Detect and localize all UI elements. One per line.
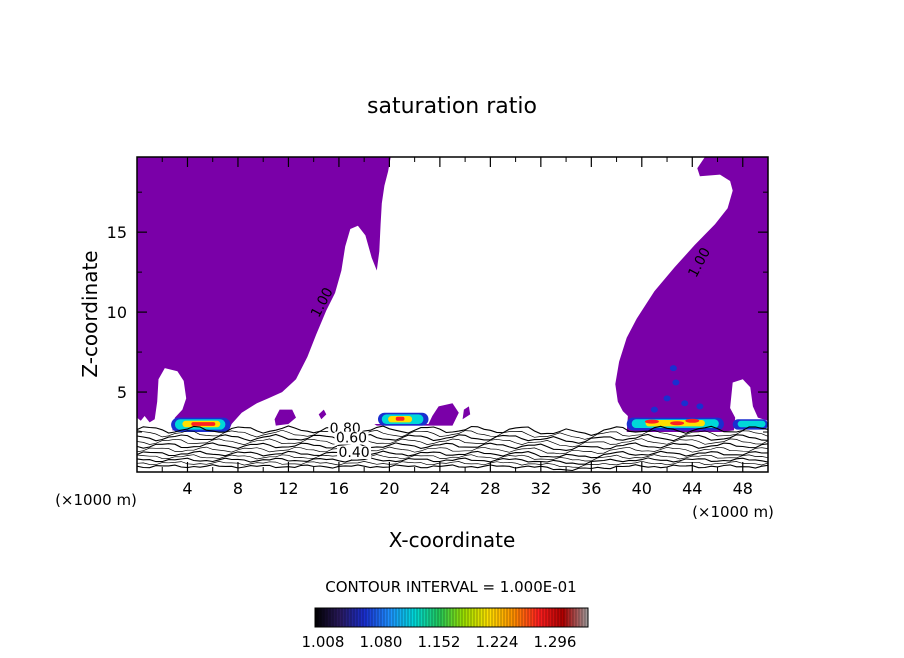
- convective-cell-speck: [672, 379, 680, 386]
- y-tick-label: 15: [107, 223, 127, 242]
- x-axis-label: X-coordinate: [389, 528, 516, 552]
- convective-cell: [191, 422, 216, 426]
- supersaturated-region-left: [137, 157, 391, 431]
- contour-line: [136, 433, 769, 444]
- x-tick-label: 48: [733, 479, 753, 498]
- contour-label: 0.40: [339, 445, 370, 461]
- y-tick-label: 10: [107, 303, 127, 322]
- supersaturated-region-center: [374, 403, 459, 426]
- x-tick-label: 16: [329, 479, 349, 498]
- y-axis-label: Z-coordinate: [78, 250, 102, 377]
- contour-line: [136, 464, 769, 472]
- contour-label-group: 0.60: [334, 431, 369, 447]
- convective-cell-speck: [663, 395, 671, 402]
- x-tick-label: 28: [480, 479, 500, 498]
- contour-line: [136, 429, 769, 440]
- convective-cell-core: [644, 419, 659, 424]
- x-tick-label: 8: [233, 479, 243, 498]
- convective-cell: [737, 420, 766, 428]
- colorbar-tick-label: 1.152: [418, 633, 461, 651]
- contour-line: [136, 438, 769, 448]
- x-tick-label: 4: [182, 479, 192, 498]
- x-tick-label: 44: [682, 479, 702, 498]
- convective-cell-core: [685, 418, 700, 423]
- x-axis-unit-left: (×1000 m): [55, 491, 137, 509]
- contour-interval-text: CONTOUR INTERVAL = 1.000E-01: [325, 578, 576, 596]
- colorbar-tick-label: 1.008: [302, 633, 345, 651]
- plot-area: 1.001.000.800.600.40: [136, 157, 769, 472]
- contour-line: [136, 425, 769, 436]
- contour-line: [136, 442, 769, 451]
- convective-cell-speck: [669, 365, 677, 372]
- x-tick-label: 24: [430, 479, 450, 498]
- convective-cell-speck: [650, 406, 658, 413]
- x-tick-label: 32: [531, 479, 551, 498]
- contour-line: [136, 457, 769, 465]
- plot-border: [136, 156, 769, 473]
- contour-label-group: 0.40: [337, 445, 372, 461]
- contour-line: [136, 450, 769, 459]
- colorbar-tick-label: 1.080: [360, 633, 403, 651]
- y-tick-label: 5: [117, 383, 127, 402]
- colorbar: 1.008 1.080 1.152 1.224 1.296: [302, 607, 589, 651]
- x-tick-label: 20: [379, 479, 399, 498]
- contour-line: [136, 454, 769, 462]
- supersaturated-patch: [274, 409, 296, 426]
- contour-line: [136, 460, 769, 468]
- colorbar-tick-label: 1.224: [476, 633, 519, 651]
- supersaturated-patch: [462, 406, 471, 420]
- x-tick-label: 36: [581, 479, 601, 498]
- supersaturated-patch: [318, 409, 327, 420]
- chart-title: saturation ratio: [367, 94, 537, 119]
- convective-cell: [395, 416, 405, 421]
- contour-label: 0.60: [336, 431, 367, 447]
- x-tick-label: 12: [278, 479, 298, 498]
- contour-line: [136, 446, 769, 455]
- x-axis-unit-right: (×1000 m): [692, 503, 774, 521]
- plot-frame: [136, 156, 769, 473]
- contour-label-bg: [334, 431, 369, 445]
- convective-cell-speck: [696, 403, 704, 410]
- colorbar-tick-label: 1.296: [534, 633, 577, 651]
- supersaturated-region-right: [615, 157, 768, 432]
- x-tick-label: 40: [632, 479, 652, 498]
- convective-cell-core: [670, 421, 685, 426]
- contour-label-bg: [337, 446, 372, 459]
- colorbar-bar: [314, 607, 589, 628]
- convective-cell-speck: [681, 400, 689, 407]
